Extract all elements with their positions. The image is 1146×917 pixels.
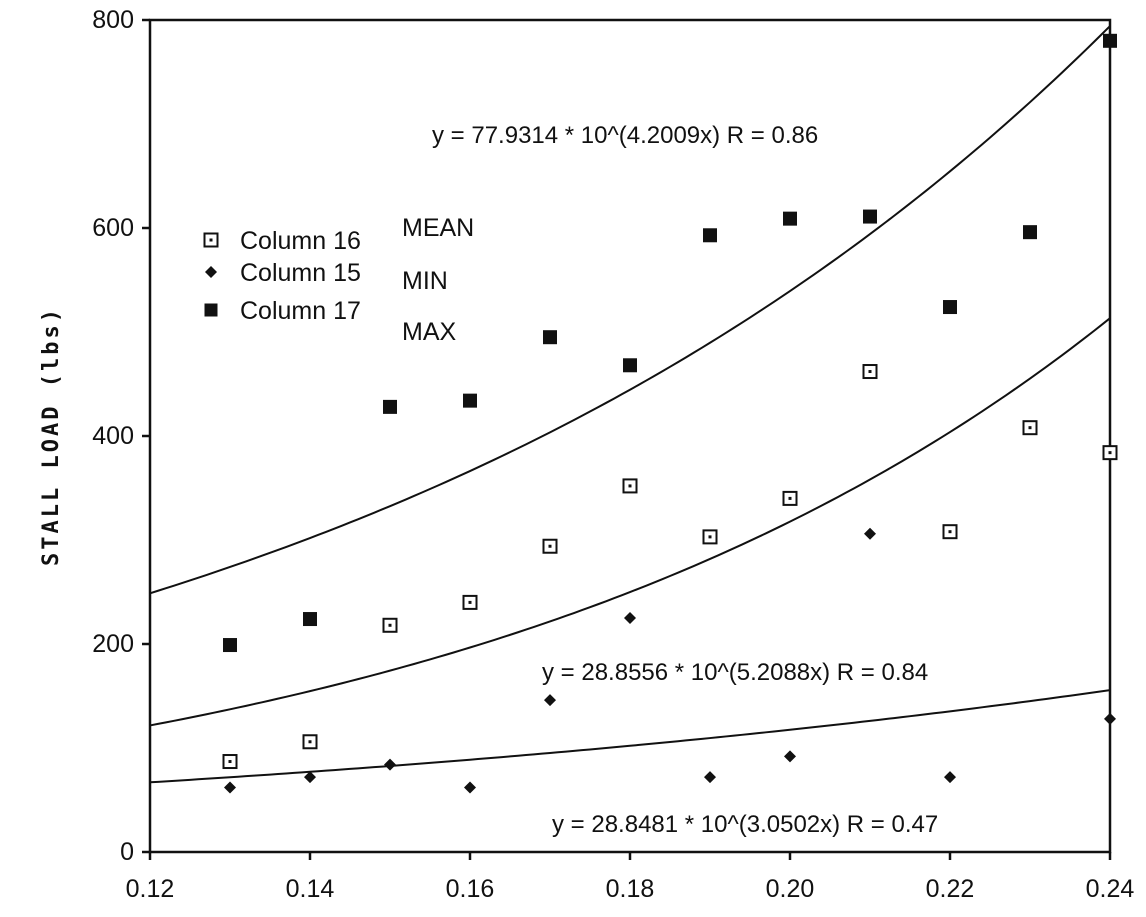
data-point-open-square — [782, 490, 798, 506]
legend-annotation-min: MIN — [402, 267, 448, 295]
data-point-filled-square — [943, 300, 957, 315]
data-point-filled-square — [783, 211, 797, 226]
y-tick-label: 800 — [92, 6, 134, 34]
data-point-diamond — [224, 781, 236, 794]
legend-item-column-15: Column 15 MIN — [205, 259, 448, 295]
data-points — [222, 33, 1118, 794]
data-point-open-square — [622, 478, 638, 494]
fit-equation-max: y = 77.9314 * 10^(4.2009x) R = 0.86 — [432, 122, 818, 149]
axis-ticks: 0.12 0.14 0.16 0.18 0.20 0.22 0.24 0 200 400 600 80… — [92, 6, 1134, 903]
legend-item-column-16: Column 16 MEAN — [203, 214, 474, 255]
data-point-filled-square — [383, 399, 397, 414]
data-point-filled-square — [863, 209, 877, 224]
data-point-filled-square — [543, 330, 557, 345]
legend-label-column-17: Column 17 — [240, 297, 361, 325]
y-tick-label: 600 — [92, 214, 134, 242]
legend-item-column-17: Column 17 MAX — [204, 297, 457, 346]
x-tick-label: 0.20 — [766, 875, 815, 903]
data-point-diamond — [704, 771, 716, 784]
data-point-open-square — [222, 754, 238, 770]
legend: Column 16 MEAN Column 15 MIN Column 17 M… — [203, 214, 474, 346]
fit-curve-max — [149, 25, 1111, 595]
x-tick-label: 0.12 — [126, 875, 175, 903]
data-point-open-square — [302, 734, 318, 750]
y-axis-label: STALL LOAD (lbs) — [39, 306, 64, 566]
legend-marker-diamond — [205, 266, 217, 278]
x-tick-label: 0.16 — [446, 875, 495, 903]
data-point-diamond — [864, 527, 876, 540]
data-point-filled-square — [463, 393, 477, 408]
x-tick-label: 0.22 — [926, 875, 975, 903]
data-point-open-square — [382, 617, 398, 633]
legend-annotation-mean: MEAN — [402, 214, 474, 242]
y-tick-label: 200 — [92, 630, 134, 658]
data-point-open-square — [462, 594, 478, 610]
data-point-open-square — [542, 538, 558, 554]
legend-label-column-15: Column 15 — [240, 259, 361, 287]
legend-marker-open-square — [203, 232, 219, 248]
data-point-diamond — [304, 771, 316, 784]
data-point-filled-square — [303, 612, 317, 627]
fit-curve-mean — [149, 317, 1111, 727]
data-point-filled-square — [223, 638, 237, 653]
fit-equation-min: y = 28.8481 * 10^(3.0502x) R = 0.47 — [552, 811, 938, 838]
legend-marker-filled-square — [204, 303, 218, 317]
x-tick-label: 0.24 — [1086, 875, 1135, 903]
data-point-diamond — [784, 750, 796, 763]
data-point-diamond — [1104, 712, 1116, 725]
data-point-open-square — [862, 364, 878, 380]
y-tick-label: 0 — [120, 838, 134, 866]
data-point-filled-square — [703, 228, 717, 243]
y-tick-label: 400 — [92, 422, 134, 450]
data-point-diamond — [944, 771, 956, 784]
data-point-diamond — [624, 612, 636, 624]
data-point-filled-square — [623, 358, 637, 373]
data-point-filled-square — [1103, 33, 1117, 48]
legend-label-column-16: Column 16 — [240, 227, 361, 255]
legend-annotation-max: MAX — [402, 318, 457, 346]
fit-equation-mean: y = 28.8556 * 10^(5.2088x) R = 0.84 — [542, 659, 928, 686]
data-point-open-square — [942, 524, 958, 540]
data-point-open-square — [702, 529, 718, 545]
data-point-diamond — [384, 758, 396, 771]
fit-curve-min — [149, 689, 1111, 784]
x-tick-label: 0.14 — [286, 875, 335, 903]
data-point-diamond — [464, 781, 476, 794]
data-point-filled-square — [1023, 225, 1037, 240]
data-point-open-square — [1022, 420, 1038, 436]
x-tick-label: 0.18 — [606, 875, 655, 903]
data-point-diamond — [544, 694, 556, 707]
data-point-open-square — [1102, 445, 1118, 461]
